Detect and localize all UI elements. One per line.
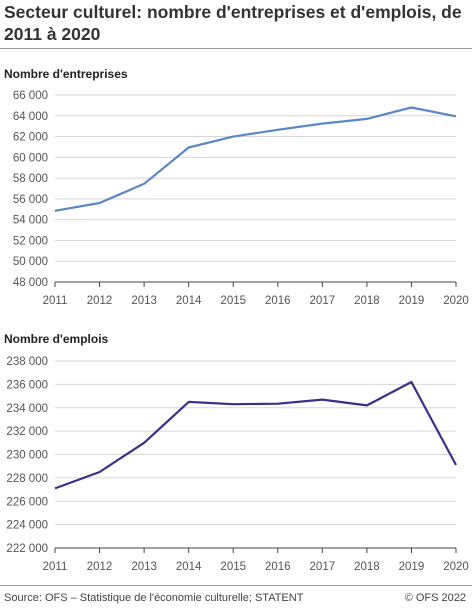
x-tick-label: 2013: [131, 295, 157, 307]
series-line: [54, 106, 457, 212]
y-tick-label: 54 000: [13, 215, 48, 227]
x-tick-label: 2012: [87, 295, 113, 307]
y-tick-label: 56 000: [13, 194, 48, 206]
y-tick-label: 228 000: [6, 473, 48, 485]
x-tick-label: 2015: [220, 295, 246, 307]
x-tick-label: 2014: [176, 561, 202, 573]
y-tick-label: 230 000: [6, 450, 48, 462]
y-tick-label: 52 000: [13, 235, 48, 247]
y-tick-label: 234 000: [6, 403, 48, 415]
x-tick-label: 2018: [354, 295, 380, 307]
y-tick-label: 232 000: [6, 426, 48, 438]
y-tick-label: 226 000: [6, 496, 48, 508]
title-divider: [0, 48, 472, 49]
series-line: [54, 380, 457, 490]
x-tick-label: 2019: [399, 561, 425, 573]
y-tick-label: 64 000: [13, 111, 48, 123]
footer-divider: [0, 585, 472, 586]
chart-emplois: Nombre d'emplois 222 000 224 000 226 000 228…: [4, 332, 469, 573]
y-tick-label: 60 000: [13, 152, 48, 164]
copyright-note: © OFS 2022: [404, 592, 466, 604]
x-tick-label: 2019: [399, 295, 425, 307]
chart-entreprises: Nombre d'entreprises 48 000 50 000 52 000 54…: [4, 67, 469, 307]
x-tick-label: 2017: [310, 561, 336, 573]
y-tick-label: 50 000: [13, 256, 48, 268]
x-tick-label: 2020: [443, 561, 469, 573]
panel-title: Nombre d'entreprises: [4, 67, 128, 81]
x-tick-label: 2013: [131, 561, 157, 573]
x-tick-label: 2016: [265, 295, 291, 307]
x-tick-label: 2011: [43, 295, 68, 307]
x-tick-label: 2011: [43, 561, 68, 573]
y-tick-label: 238 000: [6, 356, 48, 368]
x-tick-label: 2018: [354, 561, 380, 573]
x-tick-label: 2017: [310, 295, 336, 307]
x-tick-label: 2020: [443, 295, 469, 307]
x-tick-label: 2016: [265, 561, 291, 573]
y-tick-label: 222 000: [6, 543, 48, 555]
y-tick-label: 48 000: [13, 277, 48, 289]
x-tick-label: 2014: [176, 295, 202, 307]
y-tick-label: 66 000: [13, 90, 48, 102]
panel-title: Nombre d'emplois: [4, 332, 109, 346]
y-tick-label: 58 000: [13, 173, 48, 185]
chart-title: Secteur culturel: nombre d'entreprises e…: [4, 2, 462, 44]
y-tick-label: 236 000: [6, 379, 48, 391]
y-tick-label: 224 000: [6, 520, 48, 532]
x-tick-label: 2015: [220, 561, 246, 573]
x-tick-label: 2012: [87, 561, 113, 573]
source-note: Source: OFS – Statistique de l'économie …: [4, 592, 304, 604]
y-tick-label: 62 000: [13, 132, 48, 144]
